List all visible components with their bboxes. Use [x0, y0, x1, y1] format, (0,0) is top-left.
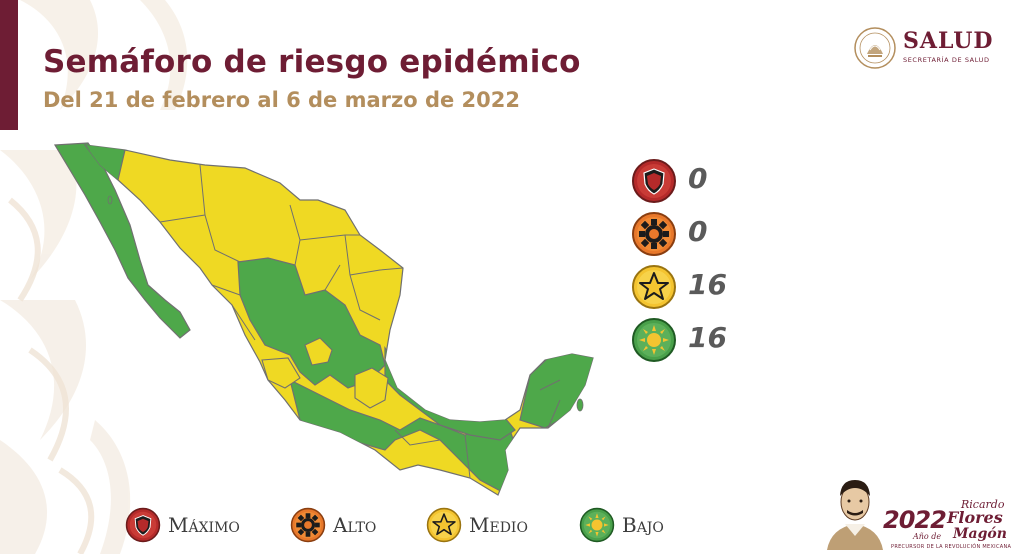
national-seal-icon — [854, 27, 896, 69]
sun-icon — [579, 507, 615, 543]
anniversary-name-first: Ricardo — [961, 498, 1005, 511]
count-bajo: 16 — [631, 317, 751, 363]
count-alto: 0 — [631, 211, 751, 257]
logo-name: SALUD — [903, 28, 994, 54]
legend-maximo: Máximo — [125, 507, 275, 543]
map-region-center-2 — [354, 367, 389, 409]
map-region-yucatan — [519, 351, 593, 429]
accent-bar — [0, 0, 18, 130]
legend-alto-label: Alto — [333, 513, 377, 537]
anniversary-year: 2022 — [883, 506, 947, 534]
anniversary-tagline: PRECURSOR DE LA REVOLUCIÓN MEXICANA — [891, 544, 1012, 550]
anniversary-name-last: Magón — [953, 526, 1007, 542]
portrait-icon — [827, 480, 883, 550]
count-maximo-value: 0 — [688, 162, 708, 195]
legend-maximo-label: Máximo — [168, 513, 240, 537]
map-state-borders — [159, 164, 561, 479]
map-regions-medio-inner — [261, 337, 389, 409]
count-bajo-value: 16 — [688, 321, 727, 354]
logo-subname: SECRETARÍA DE SALUD — [903, 56, 990, 64]
count-maximo: 0 — [631, 158, 751, 204]
star-icon — [632, 265, 676, 309]
legend-medio-label: Medio — [469, 513, 528, 537]
map-region-baja-california — [53, 142, 191, 339]
anniversary-anio: Año de — [913, 532, 942, 541]
anniversary-name-middle: Flores — [947, 508, 1003, 527]
anniversary-logo: 2022 Año de Ricardo Flores Magón PRECURS… — [823, 470, 1012, 550]
page-subtitle: Del 21 de febrero al 6 de marzo de 2022 — [43, 88, 521, 112]
count-medio: 16 — [631, 264, 751, 310]
gear-icon — [290, 507, 326, 543]
legend-bajo-label: Bajo — [622, 513, 664, 537]
sun-icon — [632, 318, 676, 362]
gear-icon — [632, 212, 676, 256]
map-island-1 — [576, 398, 584, 412]
count-medio-value: 16 — [688, 268, 727, 301]
legend-bajo: Bajo — [579, 507, 689, 543]
star-icon — [426, 507, 462, 543]
map-regions-bajo — [85, 145, 593, 495]
legend-alto: Alto — [290, 507, 400, 543]
count-alto-value: 0 — [688, 215, 708, 248]
legend-medio: Medio — [426, 507, 556, 543]
map-region-center-3 — [261, 357, 301, 389]
map-island-2 — [107, 195, 113, 205]
shield-icon — [632, 159, 676, 203]
shield-icon — [125, 507, 161, 543]
salud-logo: SALUD SECRETARÍA DE SALUD — [853, 26, 1003, 72]
page-title: Semáforo de riesgo epidémico — [43, 44, 581, 80]
map-region-center-1 — [304, 337, 333, 366]
